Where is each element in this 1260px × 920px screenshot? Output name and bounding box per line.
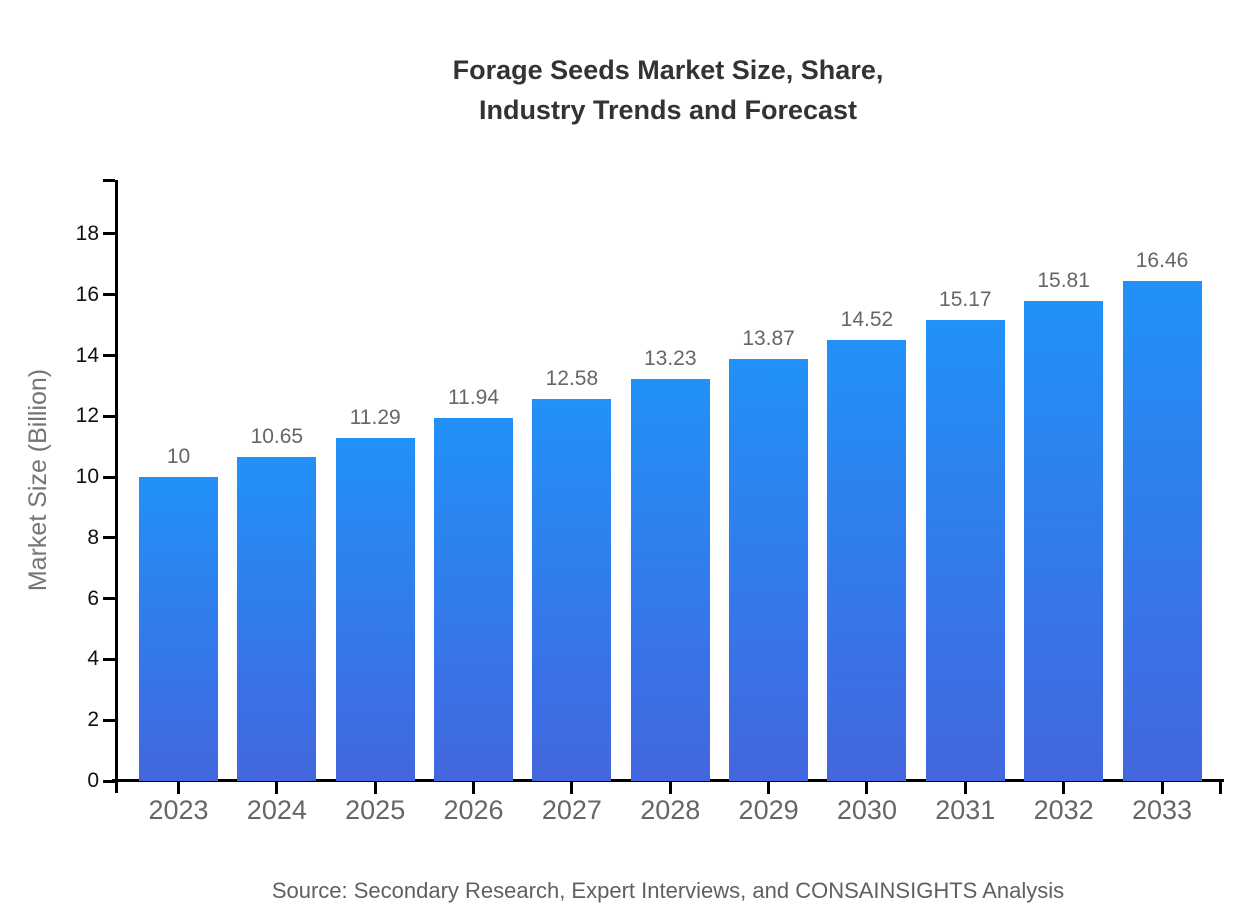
bar-value-label: 13.23 [643, 346, 697, 370]
bar-value-label: 15.17 [939, 287, 992, 311]
x-tick [865, 782, 869, 794]
y-tick-label: 16 [75, 282, 99, 306]
x-tick-label: 2031 [935, 795, 996, 825]
bar [139, 477, 218, 781]
y-tick [103, 475, 115, 479]
x-tick [767, 782, 771, 794]
x-tick-label: 2023 [148, 795, 209, 825]
y-tick [103, 597, 115, 601]
bar [1122, 280, 1202, 781]
bar-value-label: 11.29 [349, 405, 401, 429]
bar-value-label: 14.52 [840, 307, 894, 331]
bar-value-label: 10.65 [250, 425, 304, 449]
y-tick-label: 4 [87, 647, 99, 671]
y-tick [103, 414, 115, 418]
y-tick [103, 354, 115, 358]
bar-value-label: 13.87 [742, 327, 795, 351]
y-tick-label: 0 [87, 769, 99, 792]
bar [827, 339, 907, 781]
bar-value-label: 12.58 [545, 366, 599, 390]
y-tick-label: 14 [75, 343, 99, 367]
x-tick-label: 2030 [836, 795, 897, 825]
bar [630, 378, 710, 781]
x-tick [570, 782, 574, 794]
bar [434, 418, 514, 781]
source-note: Source: Secondary Research, Expert Inter… [271, 878, 1065, 903]
x-axis-end-cap [1219, 782, 1222, 794]
bar-value-label: 11.94 [448, 386, 500, 410]
y-tick [103, 657, 115, 661]
x-tick [1062, 782, 1066, 794]
y-tick-label: 2 [87, 708, 99, 732]
bar [925, 319, 1005, 781]
y-tick-label: 8 [87, 525, 99, 549]
chart-title-line1: Forage Seeds Market Size, Share, [452, 55, 884, 85]
chart-title-line2: Industry Trends and Forecast [478, 95, 858, 125]
x-tick [275, 782, 279, 794]
y-tick-label: 18 [75, 221, 99, 245]
x-tick-label: 2033 [1131, 795, 1193, 825]
bar-value-label: 10 [166, 445, 191, 469]
x-tick [177, 782, 180, 794]
x-tick-label: 2026 [443, 795, 504, 825]
bar-value-label: 15.81 [1037, 268, 1090, 292]
chart-title: Forage Seeds Market Size, Share, Industr… [115, 50, 1221, 130]
x-tick [472, 782, 476, 794]
bar [1024, 300, 1104, 781]
bar [532, 398, 612, 781]
bar [237, 457, 317, 781]
y-tick-label: 6 [87, 586, 99, 610]
x-tick-label: 2028 [640, 795, 701, 825]
bar [729, 359, 809, 781]
x-tick-label: 2029 [738, 795, 799, 825]
y-tick [103, 232, 115, 236]
x-tick [668, 782, 672, 794]
y-tick-label: 12 [75, 404, 99, 428]
x-tick-label: 2032 [1033, 795, 1094, 825]
x-tick [963, 782, 967, 794]
y-tick [103, 779, 115, 783]
x-tick-label: 2025 [345, 795, 406, 825]
y-axis-line [115, 180, 118, 793]
y-tick-label: 10 [75, 465, 99, 489]
y-tick [103, 536, 115, 540]
y-tick [103, 293, 115, 297]
bar [335, 437, 415, 781]
bar-value-label: 16.46 [1135, 248, 1189, 272]
x-tick [1160, 782, 1164, 794]
y-axis-end-cap [103, 178, 115, 182]
y-tick [103, 718, 115, 722]
x-tick [373, 782, 377, 794]
x-tick-label: 2027 [541, 795, 602, 825]
x-tick-label: 2024 [246, 795, 307, 825]
